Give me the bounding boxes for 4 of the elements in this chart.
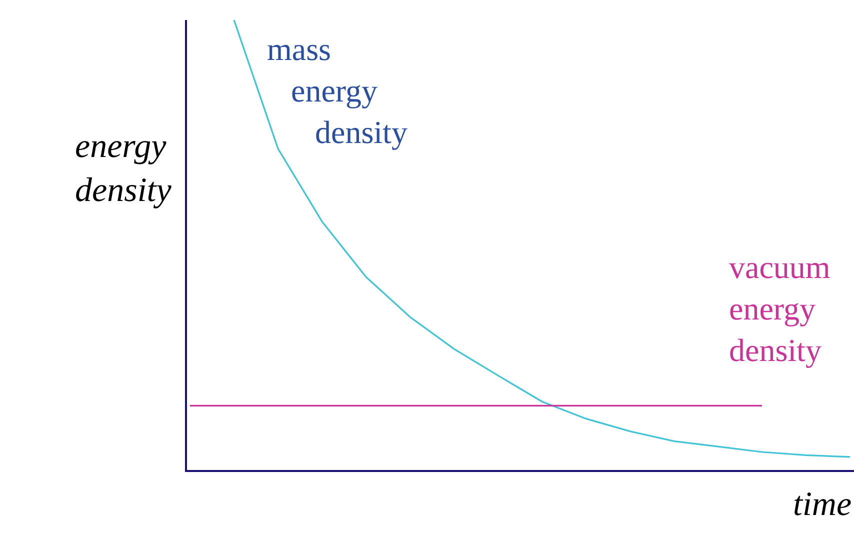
series-label: mass energy density: [267, 31, 408, 150]
series-label: vacuum energy density: [729, 249, 830, 368]
y-axis-title: energy density: [75, 128, 172, 210]
x-axis-title: time: [793, 486, 852, 523]
